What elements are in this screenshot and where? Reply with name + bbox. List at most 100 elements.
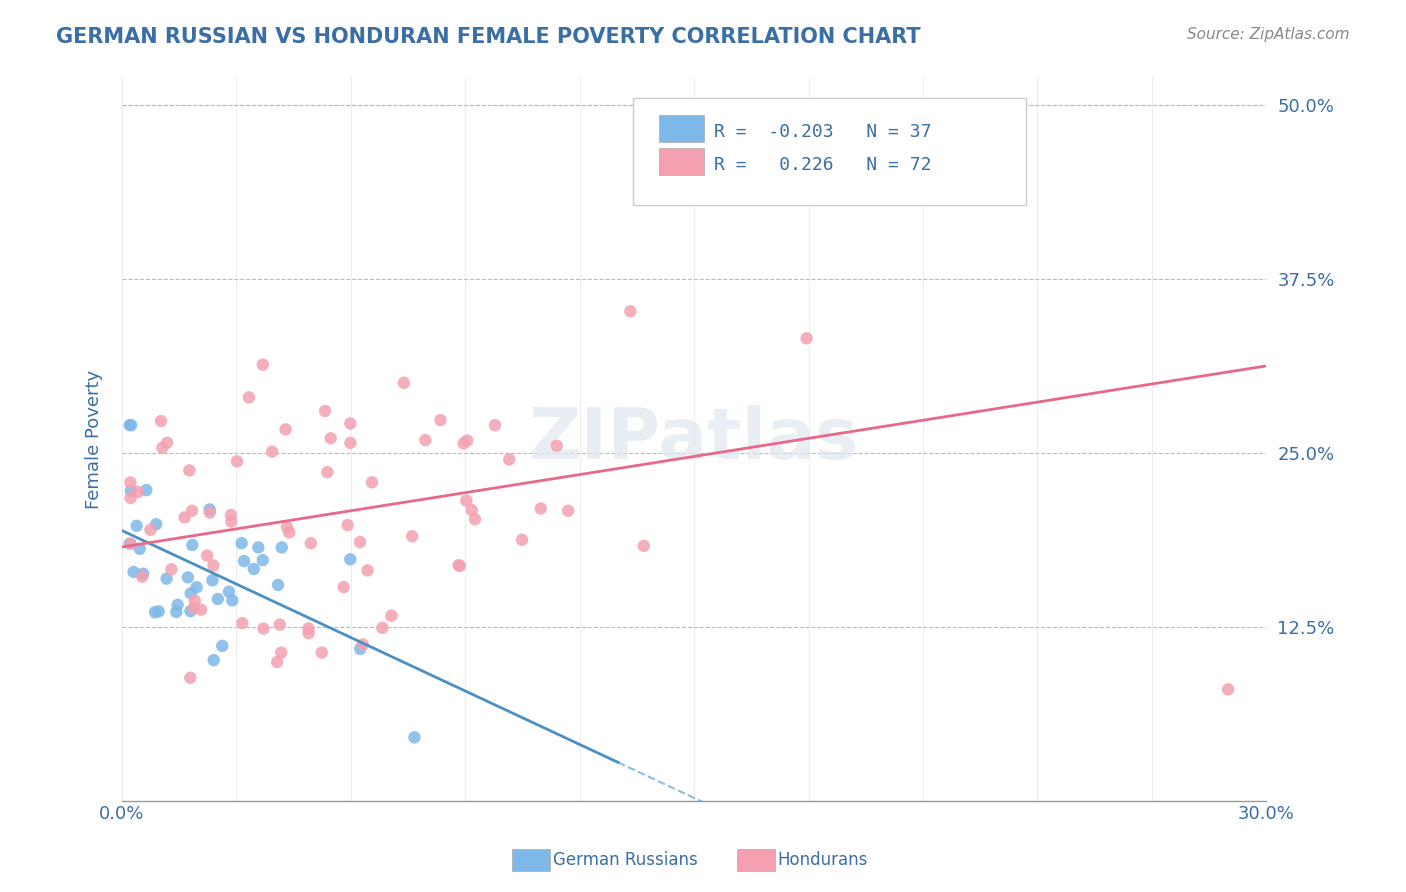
Point — [297, 626, 319, 640]
Point — [118, 418, 141, 433]
Point — [339, 435, 361, 450]
Point — [218, 584, 240, 599]
Point — [270, 541, 292, 555]
Point — [252, 358, 274, 372]
Point — [484, 418, 506, 433]
Text: R =   0.226   N = 72: R = 0.226 N = 72 — [714, 156, 932, 174]
Point — [498, 452, 520, 467]
Point — [262, 444, 284, 458]
Point — [316, 465, 339, 479]
Point — [319, 431, 342, 445]
Point — [173, 510, 195, 524]
Point — [453, 436, 475, 450]
Point — [160, 562, 183, 576]
Point — [166, 598, 188, 612]
Point — [131, 569, 153, 583]
Point — [314, 404, 336, 418]
Point — [633, 539, 655, 553]
Point — [401, 529, 423, 543]
Point — [546, 439, 568, 453]
Point — [152, 441, 174, 455]
Point — [219, 508, 242, 522]
Point — [339, 552, 361, 566]
Point — [148, 604, 170, 618]
Point — [177, 570, 200, 584]
Point — [120, 491, 142, 505]
Point — [252, 553, 274, 567]
Point — [332, 580, 354, 594]
Text: Source: ZipAtlas.com: Source: ZipAtlas.com — [1187, 27, 1350, 42]
Point — [181, 504, 204, 518]
Point — [336, 518, 359, 533]
Point — [179, 463, 201, 477]
Point — [195, 549, 218, 563]
Point — [456, 493, 478, 508]
Text: Hondurans: Hondurans — [778, 851, 868, 869]
Point — [120, 537, 142, 551]
Point — [120, 475, 142, 490]
Point — [211, 639, 233, 653]
Point — [127, 485, 149, 500]
Point — [530, 501, 553, 516]
Point — [297, 622, 319, 636]
Point — [207, 591, 229, 606]
Point — [202, 653, 225, 667]
Point — [202, 558, 225, 573]
Point — [380, 608, 402, 623]
Point — [349, 641, 371, 656]
Point — [349, 535, 371, 549]
Point — [619, 304, 641, 318]
Point — [311, 646, 333, 660]
Point — [165, 605, 187, 619]
Point — [267, 578, 290, 592]
Point — [510, 533, 533, 547]
Point — [143, 605, 166, 619]
Point — [120, 483, 142, 498]
Point — [449, 558, 471, 573]
Point — [179, 604, 201, 618]
Point — [266, 655, 288, 669]
Point — [181, 538, 204, 552]
Point — [392, 376, 415, 390]
Point — [198, 506, 221, 520]
Y-axis label: Female Poverty: Female Poverty — [86, 369, 103, 508]
Point — [186, 580, 208, 594]
Point — [120, 418, 142, 433]
Point — [278, 525, 301, 540]
Point — [252, 622, 274, 636]
Point — [135, 483, 157, 497]
Point — [276, 520, 298, 534]
Point — [179, 671, 201, 685]
Point — [557, 504, 579, 518]
Point — [361, 475, 384, 490]
Point — [118, 536, 141, 550]
Point — [145, 517, 167, 532]
Point — [299, 536, 322, 550]
Point — [132, 566, 155, 581]
Point — [796, 331, 818, 345]
Point — [356, 563, 378, 577]
Text: ZIPatlas: ZIPatlas — [529, 405, 859, 474]
Point — [125, 518, 148, 533]
Point — [238, 390, 260, 404]
Point — [231, 616, 253, 631]
Point — [156, 435, 179, 450]
Point — [184, 593, 207, 607]
Point — [456, 434, 478, 448]
Point — [464, 512, 486, 526]
Point — [371, 621, 394, 635]
Point — [447, 558, 470, 573]
Text: German Russians: German Russians — [553, 851, 697, 869]
Point — [149, 414, 172, 428]
Point — [242, 562, 264, 576]
Point — [180, 586, 202, 600]
Point — [274, 422, 297, 436]
Point — [198, 502, 221, 516]
Point — [231, 536, 253, 550]
Point — [139, 523, 162, 537]
Point — [183, 601, 205, 615]
Point — [201, 574, 224, 588]
Text: GERMAN RUSSIAN VS HONDURAN FEMALE POVERTY CORRELATION CHART: GERMAN RUSSIAN VS HONDURAN FEMALE POVERT… — [56, 27, 921, 46]
Point — [415, 433, 437, 447]
Point — [404, 731, 426, 745]
